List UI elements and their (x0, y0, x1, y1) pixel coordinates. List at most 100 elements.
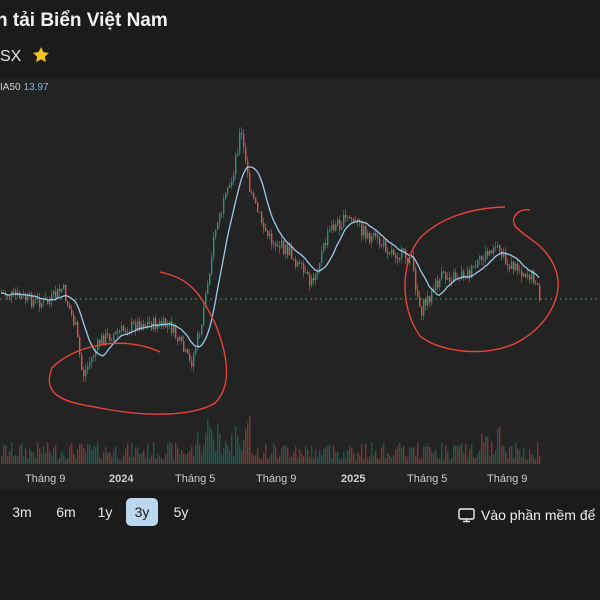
stock-title: n tải Biển Việt Nam (0, 10, 168, 31)
candle-body (273, 243, 275, 245)
volume-bar (169, 442, 171, 464)
chart-area[interactable] (0, 78, 600, 490)
volume-bar (297, 457, 299, 464)
candle-body (413, 256, 415, 270)
volume-bar (181, 450, 183, 464)
candle-body (131, 321, 133, 332)
volume-bar (451, 457, 453, 464)
volume-bar (423, 446, 425, 464)
range-6m-button[interactable]: 6m (56, 504, 76, 520)
range-3m-button[interactable]: 3m (12, 504, 32, 520)
volume-bar (9, 451, 11, 464)
volume-bar (403, 446, 405, 464)
volume-bar (33, 452, 35, 464)
ma50-indicator: IA50 13.97 (0, 82, 49, 93)
volume-bar (79, 443, 81, 464)
volume-bar (381, 447, 383, 464)
candle-body (327, 231, 329, 246)
volume-bar (501, 445, 503, 464)
candle-body (239, 132, 241, 154)
volume-bar (509, 446, 511, 464)
volume-bar (259, 458, 261, 464)
candle-body (337, 219, 339, 225)
candle-body (389, 253, 391, 255)
candle-body (67, 301, 69, 306)
volume-bar (505, 451, 507, 464)
volume-bar (525, 458, 527, 464)
volume-bar (391, 457, 393, 464)
candle-body (109, 334, 111, 341)
volume-bar (475, 458, 477, 464)
volume-bar (449, 459, 451, 464)
volume-bar (159, 456, 161, 464)
volume-bar (289, 457, 291, 464)
candle-body (519, 270, 521, 272)
volume-bar (213, 439, 215, 464)
volume-bar (349, 446, 351, 464)
open-app-link[interactable]: Vào phần mềm để (458, 507, 595, 523)
star-icon[interactable] (31, 45, 51, 65)
volume-bar (99, 456, 101, 464)
volume-bar (195, 444, 197, 464)
candle-body (355, 219, 357, 222)
price-chart[interactable]: Tháng 9 2024 Tháng 5 Tháng 9 2025 Tháng … (0, 78, 600, 490)
volume-bar (517, 448, 519, 464)
volume-bar (315, 448, 317, 464)
volume-bar (193, 455, 195, 464)
candle-body (317, 271, 319, 274)
volume-bar (361, 443, 363, 464)
candle-body (419, 296, 421, 307)
x-axis: Tháng 9 2024 Tháng 5 Tháng 9 2025 Tháng … (25, 473, 527, 485)
candle-body (207, 284, 209, 294)
candle-body (493, 247, 495, 254)
candle-body (511, 261, 513, 270)
candle-body (57, 288, 59, 298)
candle-body (395, 255, 397, 259)
volume-bar (23, 455, 25, 464)
x-label-thang9-a: Tháng 9 (25, 473, 65, 485)
volume-bar (359, 455, 361, 464)
candle-body (35, 297, 37, 300)
candle-body (215, 229, 217, 237)
volume-bar (21, 443, 23, 464)
candle-body (483, 259, 485, 261)
candle-body (305, 272, 307, 273)
candle-body (237, 153, 239, 156)
candle-body (409, 257, 411, 263)
volume-bar (377, 458, 379, 464)
range-1y-button[interactable]: 1y (97, 504, 113, 520)
candle-body (423, 299, 425, 316)
candle-body (235, 155, 237, 175)
range-3y-button[interactable]: 3y (126, 498, 158, 526)
candle-body (221, 213, 223, 214)
volume-bar (319, 449, 321, 464)
volume-bar (89, 445, 91, 464)
candle-body (199, 333, 201, 335)
volume-bar (325, 447, 327, 464)
candle-body (73, 315, 75, 325)
volume-bar (445, 445, 447, 464)
candle-body (69, 305, 71, 310)
volume-bar (363, 458, 365, 464)
candle-body (331, 224, 333, 230)
candle-body (189, 353, 191, 361)
candle-body (149, 321, 151, 324)
volume-bar (467, 456, 469, 464)
volume-bar (477, 454, 479, 464)
candle-body (277, 245, 279, 248)
volume-bar (457, 446, 459, 464)
range-5y-button[interactable]: 5y (173, 504, 189, 520)
candle-body (463, 271, 465, 278)
volume-bar (295, 446, 297, 464)
candle-body (271, 233, 273, 245)
volume-bar (267, 458, 269, 464)
volume-bar (69, 446, 71, 464)
candle-body (449, 277, 451, 283)
volume-bar (439, 458, 441, 464)
candle-body (371, 236, 373, 243)
candle-body (299, 262, 301, 263)
candle-body (469, 269, 471, 278)
candle-body (107, 333, 109, 335)
candle-body (439, 279, 441, 288)
volume-bar (209, 425, 211, 464)
